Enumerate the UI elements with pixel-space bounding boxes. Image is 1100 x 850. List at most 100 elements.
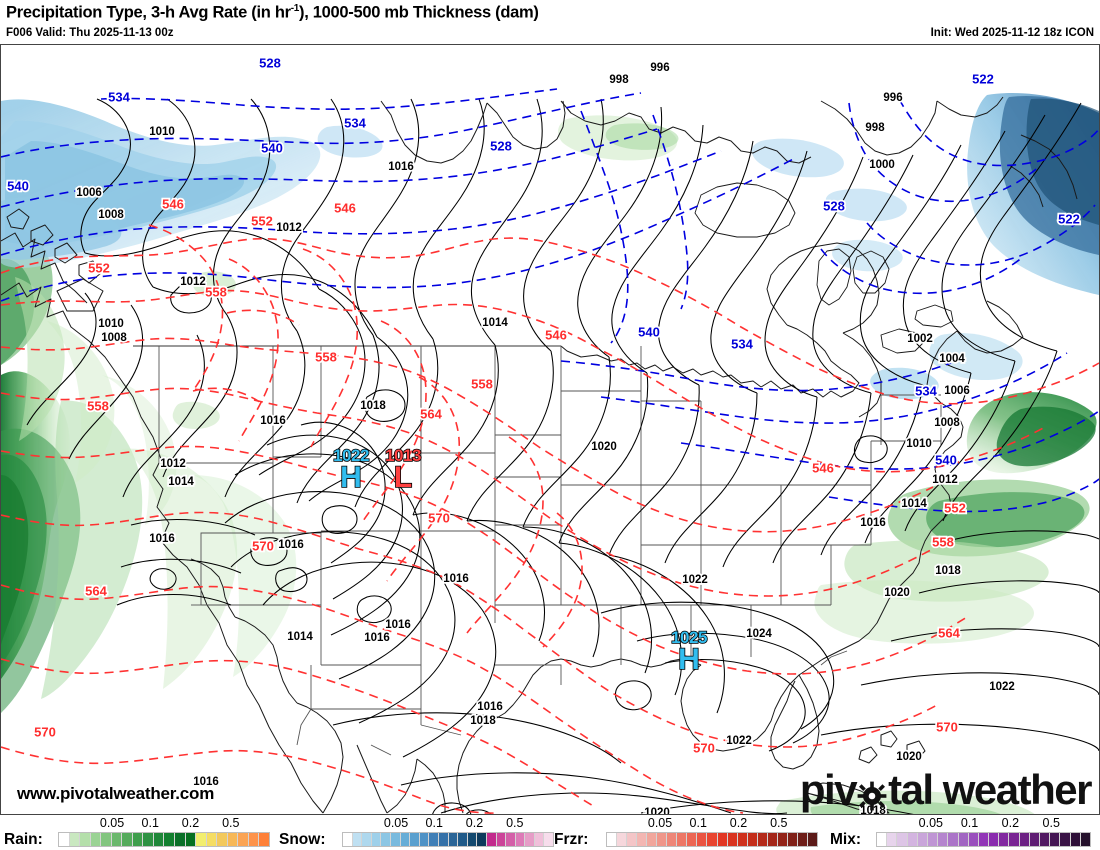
valid-time-label: F006 Valid: Thu 2025-11-13 00z <box>6 27 174 39</box>
colorbar-label-snow: Snow: <box>279 831 326 848</box>
isobar-label: 1020 <box>896 751 922 763</box>
map-header: Precipitation Type, 3-h Avg Rate (in hr-… <box>0 0 1100 46</box>
isobar-label: 1016 <box>364 632 390 644</box>
thickness-label-blue: 540 <box>935 452 957 467</box>
colorbar-swatch <box>185 833 197 846</box>
colorbar-swatch <box>627 833 638 846</box>
thickness-label-red: 570 <box>34 724 56 739</box>
thickness-label-blue: 522 <box>972 71 994 86</box>
colorbar-tick-label: 0.05 <box>647 816 673 830</box>
isobar-label: 996 <box>883 92 902 104</box>
colorbar-swatch <box>69 833 81 846</box>
isobar-label: 1012 <box>160 458 186 470</box>
colorbar-swatch <box>343 833 353 846</box>
isobar-label: 1024 <box>746 628 772 640</box>
colorbar-swatch <box>1070 833 1081 846</box>
colorbar-swatch <box>968 833 979 846</box>
isobar-label: 1016 <box>260 415 286 427</box>
thickness-label-red: 558 <box>471 376 493 391</box>
brand-watermark-pre: piv <box>799 766 858 813</box>
thickness-label-red: 570 <box>936 719 958 734</box>
map-canvas[interactable]: 1010 1006 1008 1012 1016 998 996 996 998 1000 1012… <box>0 44 1100 815</box>
isobar-label: 1006 <box>76 187 102 199</box>
thickness-label-red: 546 <box>162 196 184 211</box>
colorbar-swatch <box>757 833 768 846</box>
isobar-label: 1020 <box>884 587 910 599</box>
isobar-label: 1014 <box>287 631 313 643</box>
isobar-label: 1010 <box>906 438 932 450</box>
colorbar-swatch <box>607 833 618 846</box>
isobar-label: 1004 <box>939 353 965 365</box>
colorbar-swatch <box>999 833 1010 846</box>
colorbar-swatch <box>989 833 1000 846</box>
thickness-label-blue: 534 <box>108 89 130 104</box>
page-title-tail: ), 1000-500 mb Thickness (dam) <box>299 3 539 22</box>
thickness-label-blue: 534 <box>731 336 753 351</box>
precip-shading-layer <box>1 93 1099 814</box>
thickness-label-red: 558 <box>87 398 109 413</box>
colorbar-snow: Snow: 0.05 0.1 0.2 0.5 <box>275 816 560 850</box>
thickness-label-red: 558 <box>932 534 954 549</box>
brand-watermark: piv <box>799 766 1093 813</box>
colorbar-swatch <box>978 833 990 846</box>
colorbar-tick-label: 0.05 <box>918 816 943 830</box>
colorbar-tick-label: 0.1 <box>141 816 159 830</box>
isobar-label: 998 <box>609 74 629 86</box>
colorbar-tick-label: 0.05 <box>99 816 125 830</box>
thickness-red-layer <box>1 224 1099 814</box>
colorbar-swatch <box>90 833 102 846</box>
pressure-center-value: 1022 <box>332 446 370 465</box>
colorbar-swatch <box>707 833 718 846</box>
thickness-label-red: 570 <box>252 538 274 553</box>
isobar-label: 1016 <box>388 161 414 173</box>
colorbar-swatch <box>352 833 363 846</box>
isobar-label: 1018 <box>360 400 386 412</box>
pressure-center-value: 1013 <box>384 446 422 465</box>
thickness-label-blue: 528 <box>490 138 512 153</box>
colorbar-swatch <box>525 833 535 846</box>
isobar-label: 1012 <box>932 474 958 486</box>
thickness-red-labels-group: 546 546 552 552 558 558 558 546 564 558 570 570 564 5… <box>32 195 967 757</box>
page-title: Precipitation Type, 3-h Avg Rate (in hr-… <box>6 3 539 23</box>
colorbar-swatch <box>877 833 888 846</box>
colorbar-swatch <box>807 833 817 846</box>
colorbar-swatch <box>677 833 688 846</box>
isobar-label: 1014 <box>168 476 194 488</box>
map-graphics: 1010 1006 1008 1012 1016 998 996 996 998 1000 1012… <box>1 54 1099 814</box>
thickness-label-blue: 534 <box>344 115 366 130</box>
isobar-label: 1016 <box>278 539 304 551</box>
thickness-label-red: 570 <box>428 510 450 525</box>
isobar-label: 996 <box>650 62 669 74</box>
thickness-label-red: 558 <box>315 349 337 364</box>
colorbar-swatch <box>747 833 758 846</box>
colorbar-swatch <box>175 833 186 846</box>
colorbar-swatch <box>153 833 165 846</box>
colorbar-ticks-rain: 0.05 0.1 0.2 0.5 <box>58 816 270 832</box>
colorbar-label-mix: Mix: <box>830 831 861 848</box>
colorbar-swatch <box>164 833 176 846</box>
colorbar-swatch <box>917 833 928 846</box>
colorbar-swatch <box>371 833 382 846</box>
colorbar-tick-label: 0.2 <box>465 816 484 830</box>
colorbar-ticks-mix: 0.05 0.1 0.2 0.5 <box>876 816 1091 832</box>
isobar-label: 1008 <box>98 209 124 221</box>
colorbar-swatch <box>196 833 207 846</box>
isobar-label: 1016 <box>149 533 175 545</box>
colorbar-tick-label: 0.5 <box>222 816 240 830</box>
colorbar-swatch <box>767 833 778 846</box>
colorbar-swatch <box>143 833 154 846</box>
thickness-label-red: 552 <box>251 213 273 228</box>
colorbar-swatch <box>515 833 526 846</box>
pressure-center-high: 1025 H <box>659 628 719 675</box>
page-title-exponent: -1 <box>290 3 300 14</box>
thickness-label-red: 546 <box>545 327 567 342</box>
colorbar-swatch <box>927 833 939 846</box>
colorbar-swatch <box>132 833 144 846</box>
colorbar-swatch <box>544 833 554 846</box>
isobar-label: 1006 <box>944 385 970 397</box>
isobar-label: 1022 <box>989 681 1015 693</box>
thickness-label-blue: 534 <box>915 383 937 398</box>
colorbar-swatch <box>657 833 668 846</box>
colorbar-tick-label: 0.5 <box>1042 816 1060 830</box>
